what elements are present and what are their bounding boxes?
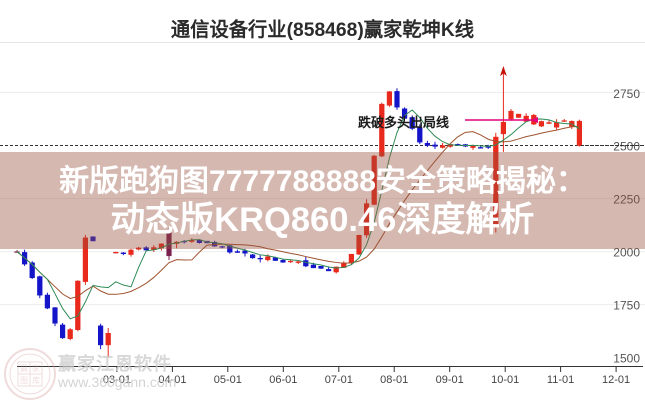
svg-text:11-01: 11-01	[547, 374, 574, 386]
svg-text:12-01: 12-01	[602, 374, 630, 386]
svg-text:图: 图	[20, 376, 28, 385]
svg-text:06-01: 06-01	[269, 374, 297, 386]
svg-text:05-01: 05-01	[214, 374, 242, 386]
svg-text:09-01: 09-01	[436, 374, 464, 386]
svg-text:跌破多头出局线: 跌破多头出局线	[358, 115, 449, 130]
svg-text:08-01: 08-01	[380, 374, 408, 386]
svg-text:10-01: 10-01	[491, 374, 519, 386]
svg-text:家: 家	[32, 363, 40, 373]
svg-text:2750: 2750	[613, 87, 640, 101]
svg-text:赢: 赢	[20, 363, 28, 373]
svg-text:07-01: 07-01	[325, 374, 353, 386]
svg-text:1500: 1500	[613, 352, 640, 366]
svg-text:库: 库	[32, 375, 40, 385]
svg-text:1750: 1750	[613, 299, 640, 313]
